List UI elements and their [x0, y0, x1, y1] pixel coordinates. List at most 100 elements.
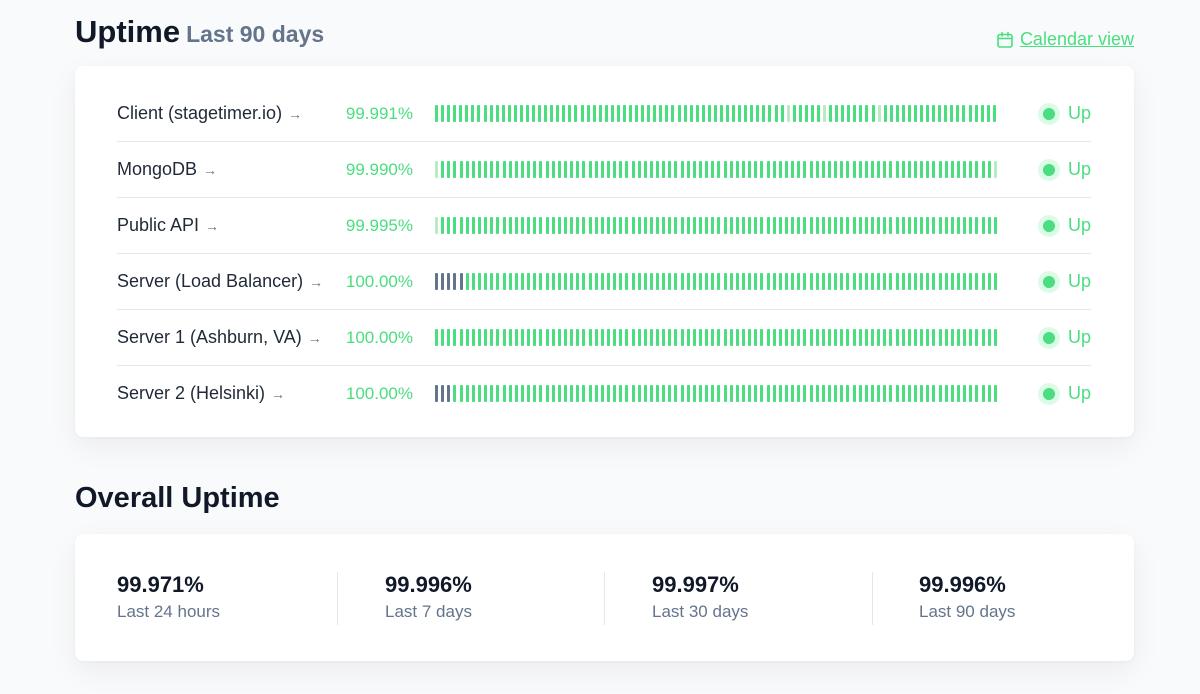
uptime-day-bar[interactable]	[883, 217, 887, 234]
uptime-day-bar[interactable]	[950, 105, 954, 122]
uptime-day-bar[interactable]	[729, 329, 733, 346]
uptime-day-bar[interactable]	[835, 105, 839, 122]
uptime-day-bar[interactable]	[938, 273, 942, 290]
uptime-day-bar[interactable]	[563, 329, 567, 346]
uptime-day-bar[interactable]	[707, 105, 711, 122]
uptime-day-bar[interactable]	[489, 105, 493, 122]
uptime-day-bar[interactable]	[441, 329, 445, 346]
uptime-day-bar[interactable]	[692, 329, 696, 346]
uptime-day-bar[interactable]	[762, 105, 766, 122]
uptime-day-bar[interactable]	[956, 273, 960, 290]
uptime-day-bar[interactable]	[797, 273, 801, 290]
uptime-day-bar[interactable]	[809, 385, 813, 402]
uptime-day-bar[interactable]	[840, 161, 844, 178]
uptime-day-bar[interactable]	[477, 161, 481, 178]
uptime-day-bar[interactable]	[435, 105, 438, 122]
uptime-day-bar[interactable]	[920, 217, 924, 234]
uptime-day-bar[interactable]	[804, 105, 808, 122]
uptime-day-bar[interactable]	[465, 217, 469, 234]
uptime-day-bar-partial[interactable]	[823, 105, 826, 122]
uptime-day-bar[interactable]	[668, 329, 672, 346]
uptime-day-bar[interactable]	[797, 385, 801, 402]
uptime-day-bar[interactable]	[662, 273, 666, 290]
uptime-day-bar[interactable]	[576, 217, 580, 234]
uptime-day-bar[interactable]	[889, 385, 893, 402]
uptime-day-bar[interactable]	[797, 217, 801, 234]
uptime-day-bar[interactable]	[477, 105, 481, 122]
uptime-day-bar[interactable]	[513, 105, 517, 122]
uptime-day-bar[interactable]	[778, 329, 782, 346]
uptime-day-bar[interactable]	[465, 329, 469, 346]
uptime-day-bar[interactable]	[926, 105, 930, 122]
uptime-day-bar[interactable]	[668, 385, 672, 402]
uptime-day-bar[interactable]	[637, 385, 641, 402]
uptime-day-bar[interactable]	[803, 385, 807, 402]
uptime-day-bar[interactable]	[926, 217, 930, 234]
uptime-day-bar[interactable]	[907, 217, 911, 234]
uptime-day-bar[interactable]	[760, 385, 764, 402]
uptime-day-bar[interactable]	[496, 273, 500, 290]
uptime-day-bar[interactable]	[705, 161, 709, 178]
uptime-day-bar[interactable]	[502, 273, 506, 290]
uptime-day-bar[interactable]	[459, 217, 463, 234]
monitor-name-link[interactable]: Server 1 (Ashburn, VA) →	[117, 310, 322, 365]
uptime-day-bar[interactable]	[582, 161, 586, 178]
uptime-day-bar[interactable]	[490, 329, 494, 346]
uptime-day-bar[interactable]	[981, 161, 985, 178]
uptime-day-bar[interactable]	[864, 217, 868, 234]
uptime-day-bar[interactable]	[791, 385, 795, 402]
uptime-day-bar[interactable]	[766, 273, 770, 290]
uptime-day-bar[interactable]	[956, 161, 960, 178]
uptime-day-bar[interactable]	[637, 329, 641, 346]
uptime-day-bar[interactable]	[600, 161, 604, 178]
uptime-day-bar[interactable]	[877, 161, 881, 178]
uptime-day-bar[interactable]	[864, 273, 868, 290]
uptime-day-bar[interactable]	[846, 161, 850, 178]
uptime-day-bar[interactable]	[938, 217, 942, 234]
uptime-day-bar[interactable]	[895, 329, 899, 346]
uptime-day-bar[interactable]	[766, 217, 770, 234]
uptime-day-bar[interactable]	[459, 329, 463, 346]
uptime-day-bar[interactable]	[692, 161, 696, 178]
uptime-day-bar[interactable]	[453, 161, 457, 178]
uptime-day-bar[interactable]	[723, 161, 727, 178]
uptime-day-bar[interactable]	[551, 385, 555, 402]
uptime-day-bar[interactable]	[768, 105, 772, 122]
uptime-day-bar[interactable]	[735, 329, 739, 346]
uptime-day-bar[interactable]	[754, 161, 758, 178]
uptime-day-bar[interactable]	[963, 217, 967, 234]
uptime-day-bar[interactable]	[791, 217, 795, 234]
uptime-day-bar[interactable]	[975, 273, 979, 290]
uptime-day-bar[interactable]	[852, 217, 856, 234]
uptime-day-bar[interactable]	[963, 161, 967, 178]
uptime-day-bar[interactable]	[606, 273, 610, 290]
uptime-day-bar[interactable]	[803, 329, 807, 346]
uptime-day-bar[interactable]	[557, 217, 561, 234]
uptime-day-bar[interactable]	[778, 161, 782, 178]
uptime-day-bar[interactable]	[889, 217, 893, 234]
uptime-day-bar[interactable]	[969, 273, 973, 290]
uptime-day-bar[interactable]	[613, 161, 617, 178]
uptime-day-bar[interactable]	[774, 105, 778, 122]
uptime-day-bar-no-data[interactable]	[447, 385, 451, 402]
uptime-day-bar[interactable]	[944, 273, 948, 290]
uptime-day-bar[interactable]	[705, 217, 709, 234]
uptime-day-bar[interactable]	[582, 329, 586, 346]
monitor-name-link[interactable]: Public API →	[117, 198, 219, 253]
uptime-day-bar[interactable]	[864, 385, 868, 402]
uptime-day-bar[interactable]	[671, 105, 675, 122]
uptime-day-bar[interactable]	[913, 217, 917, 234]
uptime-day-bar[interactable]	[901, 217, 905, 234]
uptime-day-bar[interactable]	[699, 273, 703, 290]
uptime-day-bar[interactable]	[705, 329, 709, 346]
uptime-day-bar[interactable]	[477, 329, 481, 346]
uptime-day-bar[interactable]	[772, 329, 776, 346]
uptime-day-bar[interactable]	[858, 385, 862, 402]
uptime-day-bar[interactable]	[533, 217, 537, 234]
uptime-day-bar[interactable]	[963, 385, 967, 402]
uptime-day-bar[interactable]	[956, 217, 960, 234]
uptime-day-bar[interactable]	[920, 329, 924, 346]
uptime-day-bar[interactable]	[748, 161, 752, 178]
uptime-day-bar[interactable]	[852, 161, 856, 178]
uptime-day-bar[interactable]	[723, 273, 727, 290]
